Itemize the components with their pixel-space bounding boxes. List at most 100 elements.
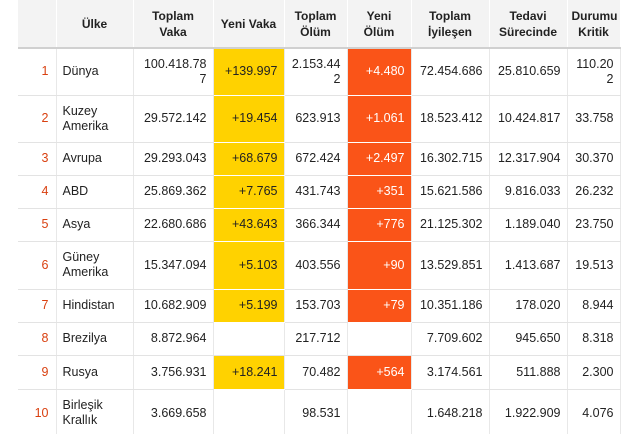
total-recovered: 72.454.686	[411, 48, 490, 96]
total-deaths: 366.344	[284, 208, 348, 242]
new-cases: +18.241	[213, 355, 285, 390]
new-deaths	[347, 322, 412, 356]
table-row: 5 Asya 22.680.686 +43.643 366.344 +776 2…	[18, 208, 621, 242]
row-index: 8	[18, 322, 57, 356]
new-cases: +5.103	[213, 241, 285, 290]
total-deaths: 217.712	[284, 322, 348, 356]
header-tedavi-surecinde[interactable]: Tedavi Sürecinde	[489, 0, 568, 49]
active-cases: 12.317.904	[489, 142, 568, 176]
total-recovered: 1.648.218	[411, 389, 490, 434]
total-deaths: 672.424	[284, 142, 348, 176]
critical-cases: 110.202	[567, 48, 621, 96]
table-row: 10 Birleşik Krallık 3.669.658 98.531 1.6…	[18, 389, 621, 434]
new-deaths: +776	[347, 208, 412, 242]
country-name[interactable]: Asya	[56, 208, 134, 242]
critical-cases: 19.513	[567, 241, 621, 290]
critical-cases: 33.758	[567, 95, 621, 143]
new-deaths: +2.497	[347, 142, 412, 176]
total-recovered: 15.621.586	[411, 175, 490, 209]
critical-cases: 4.076	[567, 389, 621, 434]
header-toplam-vaka[interactable]: Toplam Vaka	[133, 0, 214, 49]
total-recovered: 10.351.186	[411, 289, 490, 323]
country-name[interactable]: Rusya	[56, 355, 134, 390]
total-deaths: 70.482	[284, 355, 348, 390]
table-row: 3 Avrupa 29.293.043 +68.679 672.424 +2.4…	[18, 142, 621, 176]
active-cases: 1.189.040	[489, 208, 568, 242]
covid-stats-table: Ülke Toplam Vaka Yeni Vaka Toplam Ölüm Y…	[18, 0, 621, 434]
row-index: 9	[18, 355, 57, 390]
active-cases: 10.424.817	[489, 95, 568, 143]
row-index: 3	[18, 142, 57, 176]
total-cases: 15.347.094	[133, 241, 214, 290]
header-yeni-vaka[interactable]: Yeni Vaka	[213, 0, 285, 49]
new-deaths: +79	[347, 289, 412, 323]
table-row: 1 Dünya 100.418.787 +139.997 2.153.442 +…	[18, 48, 621, 96]
country-name[interactable]: ABD	[56, 175, 134, 209]
header-durumu-kritik[interactable]: Durumu Kritik	[567, 0, 621, 49]
new-cases: +19.454	[213, 95, 285, 143]
total-recovered: 3.174.561	[411, 355, 490, 390]
critical-cases: 8.318	[567, 322, 621, 356]
country-name[interactable]: Avrupa	[56, 142, 134, 176]
row-index: 2	[18, 95, 57, 143]
row-index: 1	[18, 48, 57, 96]
header-toplam-iyilesen[interactable]: Toplam İyileşen	[411, 0, 490, 49]
total-deaths: 2.153.442	[284, 48, 348, 96]
table-row: 8 Brezilya 8.872.964 217.712 7.709.602 9…	[18, 322, 621, 356]
active-cases: 511.888	[489, 355, 568, 390]
critical-cases: 26.232	[567, 175, 621, 209]
new-cases: +43.643	[213, 208, 285, 242]
active-cases: 945.650	[489, 322, 568, 356]
total-cases: 3.669.658	[133, 389, 214, 434]
new-deaths: +4.480	[347, 48, 412, 96]
active-cases: 1.922.909	[489, 389, 568, 434]
total-deaths: 623.913	[284, 95, 348, 143]
header-yeni-olum[interactable]: Yeni Ölüm	[347, 0, 412, 49]
critical-cases: 2.300	[567, 355, 621, 390]
total-deaths: 98.531	[284, 389, 348, 434]
table-row: 2 Kuzey Amerika 29.572.142 +19.454 623.9…	[18, 95, 621, 143]
total-deaths: 403.556	[284, 241, 348, 290]
table-row: 9 Rusya 3.756.931 +18.241 70.482 +564 3.…	[18, 355, 621, 390]
total-cases: 10.682.909	[133, 289, 214, 323]
total-cases: 29.293.043	[133, 142, 214, 176]
total-cases: 100.418.787	[133, 48, 214, 96]
table-row: 4 ABD 25.869.362 +7.765 431.743 +351 15.…	[18, 175, 621, 209]
row-index: 6	[18, 241, 57, 290]
total-deaths: 431.743	[284, 175, 348, 209]
total-cases: 8.872.964	[133, 322, 214, 356]
new-deaths: +351	[347, 175, 412, 209]
total-deaths: 153.703	[284, 289, 348, 323]
country-name[interactable]: Brezilya	[56, 322, 134, 356]
new-deaths: +1.061	[347, 95, 412, 143]
critical-cases: 8.944	[567, 289, 621, 323]
table-body: 1 Dünya 100.418.787 +139.997 2.153.442 +…	[18, 48, 621, 434]
total-recovered: 21.125.302	[411, 208, 490, 242]
active-cases: 9.816.033	[489, 175, 568, 209]
table-header: Ülke Toplam Vaka Yeni Vaka Toplam Ölüm Y…	[18, 0, 621, 49]
row-index: 5	[18, 208, 57, 242]
total-cases: 29.572.142	[133, 95, 214, 143]
row-index: 10	[18, 389, 57, 434]
table-row: 7 Hindistan 10.682.909 +5.199 153.703 +7…	[18, 289, 621, 323]
active-cases: 1.413.687	[489, 241, 568, 290]
country-name[interactable]: Kuzey Amerika	[56, 95, 134, 143]
total-cases: 3.756.931	[133, 355, 214, 390]
total-cases: 25.869.362	[133, 175, 214, 209]
total-recovered: 7.709.602	[411, 322, 490, 356]
total-recovered: 18.523.412	[411, 95, 490, 143]
header-index	[18, 0, 57, 49]
new-cases	[213, 389, 285, 434]
active-cases: 25.810.659	[489, 48, 568, 96]
header-toplam-olum[interactable]: Toplam Ölüm	[284, 0, 348, 49]
country-name[interactable]: Hindistan	[56, 289, 134, 323]
header-row: Ülke Toplam Vaka Yeni Vaka Toplam Ölüm Y…	[18, 0, 621, 49]
new-deaths	[347, 389, 412, 434]
country-name[interactable]: Dünya	[56, 48, 134, 96]
country-name[interactable]: Güney Amerika	[56, 241, 134, 290]
header-ulke[interactable]: Ülke	[56, 0, 134, 49]
critical-cases: 23.750	[567, 208, 621, 242]
new-cases: +68.679	[213, 142, 285, 176]
country-name[interactable]: Birleşik Krallık	[56, 389, 134, 434]
